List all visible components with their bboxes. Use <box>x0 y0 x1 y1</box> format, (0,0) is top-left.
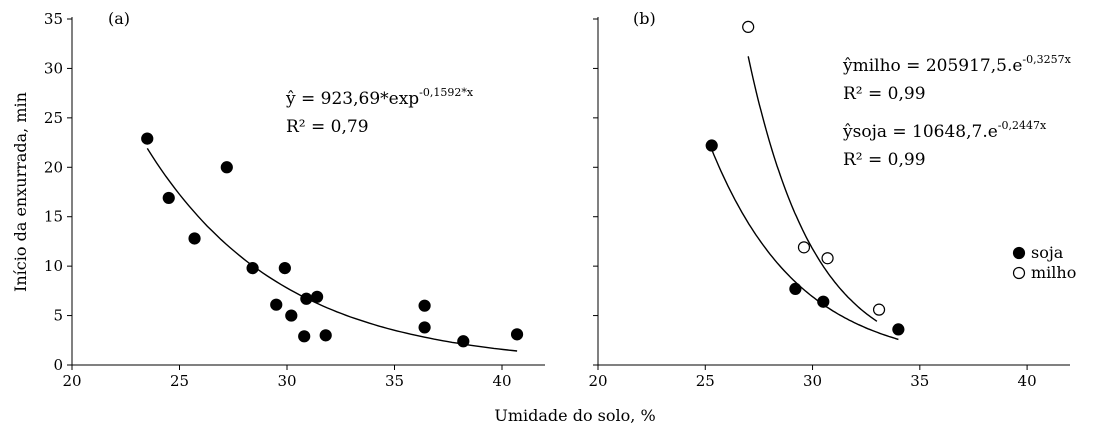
fit-curve-a <box>146 148 518 352</box>
data-point <box>285 309 298 322</box>
equation-soja: ŷsoja = 10648,7.e-0,2447x <box>842 119 1047 142</box>
data-point <box>246 262 259 275</box>
panel-b: (b) 20 25 30 35 40 <box>588 9 1070 390</box>
data-point-milho <box>742 20 755 34</box>
y-tick-label: 10 <box>44 257 63 275</box>
x-tick-label: 20 <box>588 372 607 390</box>
y-axis-label: Início da enxurrada, min <box>11 92 30 292</box>
data-point-soja <box>892 323 905 336</box>
data-point-milho <box>821 252 834 265</box>
data-point-milho <box>797 241 811 254</box>
r2-soja: R² = 0,99 <box>843 150 926 170</box>
data-point-soja <box>789 282 802 295</box>
equation-soja-main: ŷsoja = 10648,7.e <box>842 122 998 142</box>
data-point <box>311 290 324 303</box>
x-tick-label: 25 <box>696 372 715 390</box>
data-point <box>270 298 283 311</box>
data-point <box>418 321 431 334</box>
data-point <box>300 292 313 305</box>
legend-marker-milho <box>1012 266 1026 280</box>
r2-milho: R² = 0,99 <box>843 84 926 104</box>
fit-curve-soja <box>711 149 899 341</box>
equation-soja-exponent: -0,2447x <box>998 119 1047 132</box>
x-tick-label: 35 <box>910 372 929 390</box>
legend-marker-soja <box>1012 246 1026 260</box>
x-tick-label: 40 <box>492 372 511 390</box>
data-point-soja <box>817 295 830 308</box>
data-point <box>141 132 154 145</box>
data-point <box>162 191 175 205</box>
data-point <box>510 328 524 341</box>
legend: soja milho <box>1012 243 1076 282</box>
equation-a: ŷ = 923,69*exp-0,1592*x <box>285 86 474 109</box>
equation-milho-exponent: -0,3257x <box>1022 53 1071 66</box>
panel-b-label: (b) <box>633 9 656 28</box>
legend-label-soja: soja <box>1031 243 1064 262</box>
data-point <box>188 232 201 245</box>
y-tick-label: 20 <box>44 158 63 176</box>
equation-a-exponent: -0,1592*x <box>419 86 474 99</box>
y-tick-label: 35 <box>44 10 63 28</box>
y-tick-label: 30 <box>44 59 63 77</box>
y-tick-label: 15 <box>44 208 63 226</box>
equation-a-main: ŷ = 923,69*exp <box>285 89 419 109</box>
x-tick-label: 30 <box>803 372 822 390</box>
data-point-milho <box>872 303 886 316</box>
fit-curve-milho <box>747 56 878 322</box>
legend-label-milho: milho <box>1031 263 1076 282</box>
x-axis-label: Umidade do solo, % <box>494 406 655 425</box>
r2-a: R² = 0,79 <box>286 117 369 137</box>
x-tick-label: 35 <box>385 372 404 390</box>
panel-a: (a) 0 5 10 15 20 25 30 35 20 25 30 35 40 <box>44 9 545 390</box>
panel-a-label: (a) <box>108 9 130 28</box>
x-tick-label: 20 <box>62 372 81 390</box>
data-point <box>278 262 291 275</box>
data-point <box>457 335 470 348</box>
x-tick-label: 25 <box>170 372 189 390</box>
data-point <box>319 329 332 342</box>
equation-milho: ŷmilho = 205917,5.e-0,3257x <box>842 53 1072 76</box>
y-tick-label: 5 <box>53 307 63 325</box>
data-point <box>418 299 431 312</box>
x-tick-label: 40 <box>1018 372 1037 390</box>
y-tick-label: 25 <box>44 109 63 127</box>
x-tick-label: 30 <box>277 372 296 390</box>
data-point <box>298 330 311 343</box>
data-point <box>220 161 233 174</box>
equation-milho-main: ŷmilho = 205917,5.e <box>842 56 1022 76</box>
data-point-soja <box>705 139 718 152</box>
y-tick-label: 0 <box>53 356 63 374</box>
